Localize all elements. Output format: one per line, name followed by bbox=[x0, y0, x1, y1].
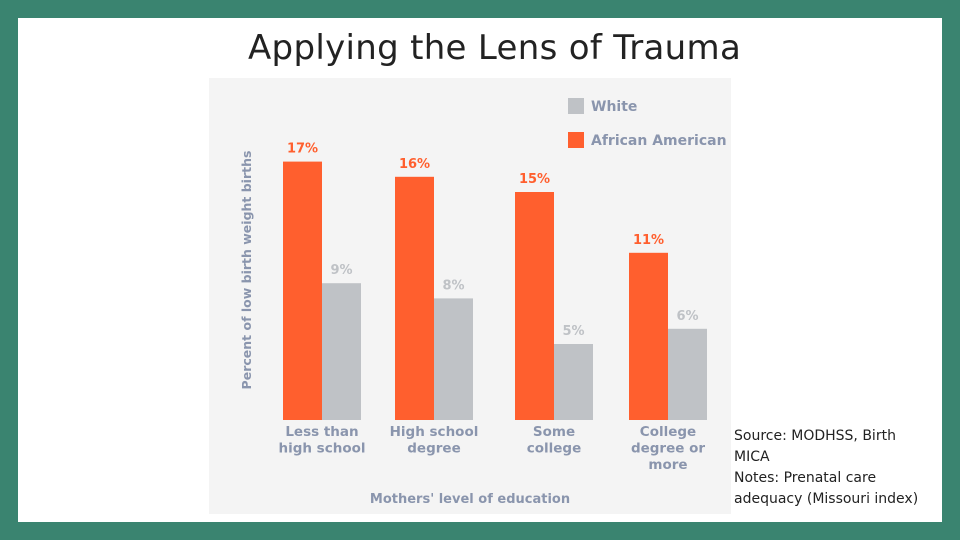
bar-african-american-1 bbox=[283, 161, 322, 420]
category-label-4-line-3: more bbox=[648, 457, 687, 473]
legend-label-white: White bbox=[591, 99, 637, 115]
bar-white-4 bbox=[668, 328, 707, 420]
category-label-4-line-2: degree or bbox=[631, 441, 705, 457]
bar-white-3 bbox=[554, 344, 593, 420]
bar-african-american-4 bbox=[629, 252, 668, 420]
category-label-3-line-1: Some bbox=[533, 424, 575, 440]
notes-line: Notes: Prenatal care adequacy (Missouri … bbox=[734, 470, 919, 507]
data-label-african-american-1: 17% bbox=[287, 142, 318, 157]
slide: Applying the Lens of Trauma Percent of l… bbox=[18, 18, 942, 522]
slide-title: Applying the Lens of Trauma bbox=[248, 28, 742, 68]
x-axis-label: Mothers' level of education bbox=[370, 492, 570, 507]
category-label-1-line-2: high school bbox=[278, 441, 365, 457]
data-label-african-american-3: 15% bbox=[519, 172, 550, 187]
source-line: Source: MODHSS, Birth MICA bbox=[734, 428, 896, 465]
bar-chart: Percent of low birth weight births 17% 9% L… bbox=[239, 98, 727, 507]
bar-african-american-3 bbox=[515, 192, 554, 420]
legend-label-african-american: African American bbox=[591, 133, 727, 149]
data-label-african-american-4: 11% bbox=[633, 233, 664, 248]
category-label-1-line-1: Less than bbox=[285, 424, 358, 440]
legend-swatch-white bbox=[568, 98, 584, 114]
y-axis-label: Percent of low birth weight births bbox=[239, 151, 254, 390]
source-note: Source: MODHSS, Birth MICA Notes: Prenat… bbox=[734, 426, 934, 510]
category-label-4-line-1: College bbox=[640, 424, 696, 440]
chart-panel: Percent of low birth weight births 17% 9% L… bbox=[209, 78, 731, 514]
data-label-white-2: 8% bbox=[442, 278, 464, 293]
data-label-white-4: 6% bbox=[676, 309, 698, 324]
legend-swatch-african-american bbox=[568, 132, 584, 148]
data-label-white-3: 5% bbox=[562, 324, 584, 339]
data-label-african-american-2: 16% bbox=[399, 157, 430, 172]
category-label-2-line-2: degree bbox=[407, 441, 460, 457]
category-label-3-line-2: college bbox=[527, 441, 582, 457]
bar-white-1 bbox=[322, 283, 361, 420]
category-label-2-line-1: High school bbox=[390, 424, 479, 440]
bar-african-american-2 bbox=[395, 176, 434, 420]
data-label-white-1: 9% bbox=[330, 263, 352, 278]
bar-white-2 bbox=[434, 298, 473, 420]
